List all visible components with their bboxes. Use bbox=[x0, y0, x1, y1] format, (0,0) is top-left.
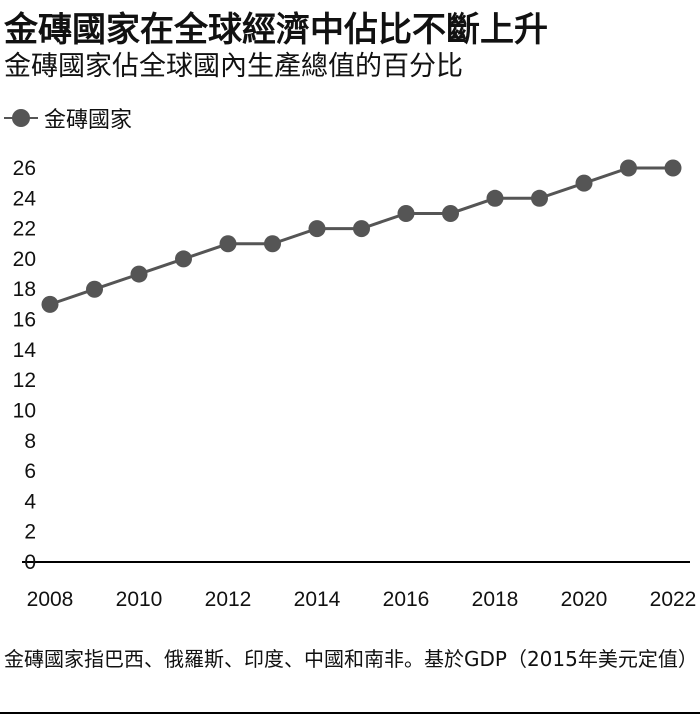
data-point bbox=[264, 235, 281, 253]
y-tick-label: 26 bbox=[13, 157, 36, 180]
x-tick-label: 2016 bbox=[383, 588, 430, 611]
data-point bbox=[41, 295, 59, 313]
y-tick-label: 22 bbox=[13, 218, 36, 241]
y-tick-label: 14 bbox=[13, 339, 37, 362]
legend-label: 金磚國家 bbox=[44, 108, 133, 133]
data-point bbox=[86, 280, 103, 298]
y-tick-label: 2 bbox=[24, 521, 36, 544]
x-tick-label: 2008 bbox=[27, 588, 74, 611]
data-point bbox=[175, 250, 192, 268]
legend-marker-icon bbox=[4, 109, 38, 127]
data-point bbox=[575, 174, 593, 192]
x-tick-label: 2018 bbox=[472, 588, 519, 611]
x-tick-label: 2022 bbox=[650, 588, 697, 611]
data-point bbox=[620, 159, 637, 177]
chart-subtitle: 金磚國家佔全球國內生產總值的百分比 bbox=[4, 51, 463, 82]
x-tick-label: 2014 bbox=[294, 588, 341, 611]
legend: 金磚國家 bbox=[4, 102, 132, 134]
bottom-rule bbox=[0, 712, 700, 714]
y-tick-label: 18 bbox=[13, 278, 36, 301]
footnote: 金磚國家指巴西、俄羅斯、印度、中國和南非。基於GDP（2015年美元定值） bbox=[4, 647, 698, 671]
data-point bbox=[531, 189, 548, 207]
x-tick-label: 2012 bbox=[205, 588, 252, 611]
y-tick-label: 10 bbox=[13, 399, 36, 422]
y-tick-label: 24 bbox=[13, 187, 37, 210]
data-point bbox=[130, 265, 148, 283]
data-point bbox=[308, 220, 326, 238]
y-tick-label: 4 bbox=[24, 490, 36, 513]
data-point bbox=[664, 159, 682, 177]
y-tick-label: 20 bbox=[13, 248, 36, 271]
y-tick-label: 0 bbox=[24, 551, 36, 574]
y-tick-label: 6 bbox=[24, 460, 36, 483]
y-tick-label: 8 bbox=[24, 430, 36, 453]
data-point bbox=[397, 204, 415, 222]
data-point bbox=[442, 204, 459, 222]
y-tick-label: 16 bbox=[13, 309, 36, 332]
y-tick-label: 12 bbox=[13, 369, 36, 392]
chart-title: 金磚國家在全球經濟中佔比不斷上升 bbox=[4, 10, 548, 50]
data-point bbox=[353, 220, 370, 238]
x-tick-label: 2020 bbox=[561, 588, 608, 611]
data-point bbox=[486, 189, 504, 207]
x-tick-label: 2010 bbox=[116, 588, 163, 611]
data-point bbox=[219, 235, 237, 253]
